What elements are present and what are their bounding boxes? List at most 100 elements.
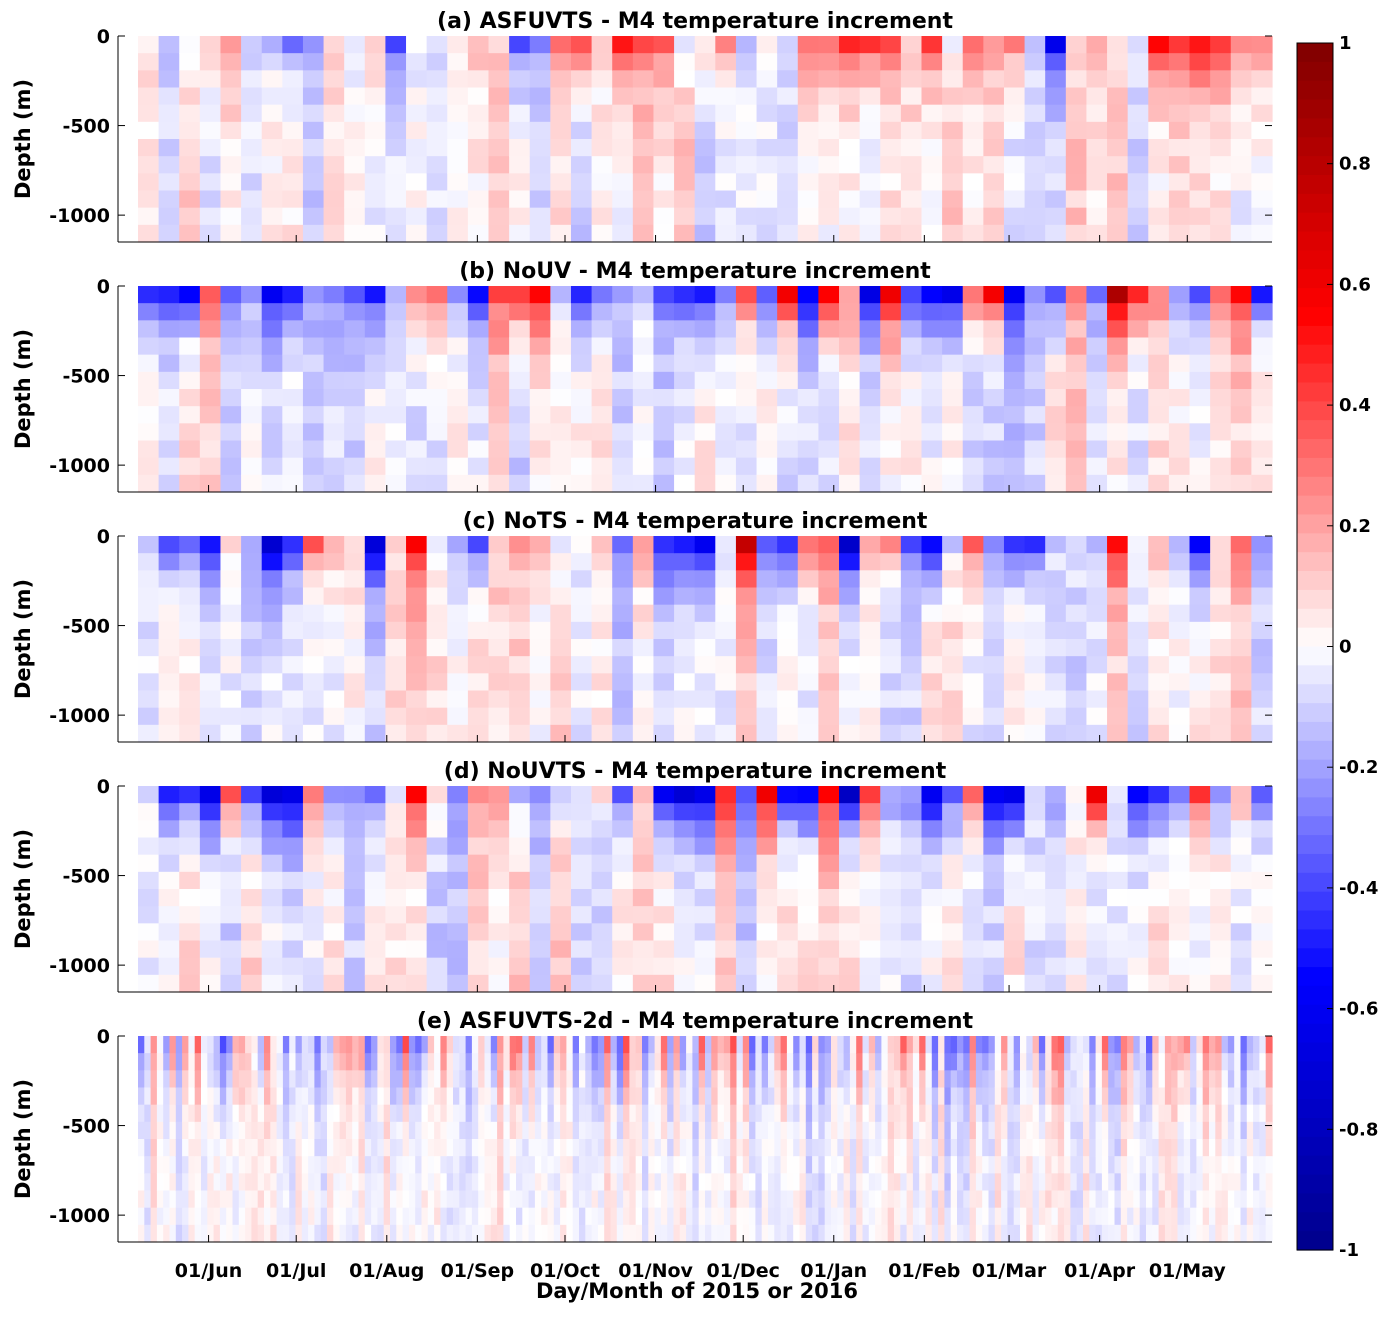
heatmap-cell: [900, 621, 923, 640]
heatmap-cell: [1215, 1036, 1223, 1054]
heatmap-cell: [1127, 337, 1149, 356]
heatmap-cell: [756, 837, 778, 856]
heatmap-cell: [1127, 1070, 1134, 1089]
heatmap-cell: [694, 957, 716, 976]
heatmap-cell: [406, 690, 428, 709]
heatmap-cell: [797, 940, 819, 959]
heatmap-cell: [742, 1053, 750, 1071]
heatmap-cell: [1120, 1173, 1128, 1192]
heatmap-cell: [1177, 1139, 1185, 1157]
y-tick-label: 0: [97, 526, 110, 548]
heatmap-cell: [880, 457, 902, 476]
heatmap-cell: [1251, 786, 1273, 804]
heatmap-cell: [686, 1207, 693, 1226]
heatmap-cell: [983, 803, 1005, 821]
heatmap-cell: [169, 1121, 177, 1140]
heatmap-cell: [749, 1224, 756, 1243]
heatmap-cell: [1003, 474, 1026, 493]
heatmap-cell: [406, 121, 428, 140]
heatmap-cell: [856, 1070, 864, 1089]
heatmap-cell: [1215, 1087, 1223, 1106]
heatmap-cell: [144, 1224, 152, 1243]
heatmap-cell: [616, 1190, 624, 1209]
heatmap-cell: [1003, 70, 1026, 89]
heatmap-cell: [179, 286, 201, 304]
heatmap-cell: [1065, 36, 1088, 54]
heatmap-cell: [471, 1087, 479, 1106]
heatmap-cell: [465, 1190, 473, 1209]
heatmap-cell: [1139, 1036, 1147, 1054]
heatmap-cell: [385, 337, 407, 356]
heatmap-cell: [1107, 371, 1129, 390]
panel-1: (a) ASFUVTS - M4 temperature increment0-…: [11, 9, 1273, 243]
heatmap-cell: [199, 536, 222, 554]
heatmap-cell: [261, 474, 283, 493]
heatmap-cell: [1139, 1087, 1147, 1106]
heatmap-cell: [862, 1156, 870, 1174]
heatmap-cell: [1168, 87, 1191, 106]
heatmap-cell: [1003, 440, 1026, 459]
heatmap-cell: [1265, 1104, 1273, 1123]
heatmap-cell: [421, 1104, 429, 1123]
heatmap-cell: [1127, 70, 1149, 89]
heatmap-cell: [158, 389, 180, 407]
heatmap-cell: [1045, 104, 1067, 123]
heatmap-cell: [261, 224, 283, 243]
heatmap-cell: [921, 707, 943, 726]
heatmap-cell: [950, 1156, 958, 1174]
heatmap-cell: [406, 553, 428, 571]
heatmap-cell: [138, 820, 160, 839]
heatmap-cell: [529, 570, 551, 589]
heatmap-cell: [839, 974, 861, 993]
heatmap-cell: [674, 406, 696, 424]
heatmap-cell: [818, 587, 840, 606]
shared-x-axis: Day/Month of 2015 or 2016: [536, 1279, 858, 1303]
heatmap-cell: [674, 320, 696, 339]
heatmap-cell: [364, 923, 387, 942]
heatmap-cell: [912, 1121, 920, 1140]
heatmap-cell: [694, 854, 716, 873]
heatmap-cell: [1107, 656, 1129, 674]
y-tick-label: -500: [62, 616, 110, 638]
heatmap-cell: [881, 1190, 889, 1209]
heatmap-cell: [982, 1173, 990, 1192]
heatmap-cell: [402, 1104, 410, 1123]
heatmap-cell: [868, 1104, 876, 1123]
heatmap-cell: [522, 1173, 530, 1192]
heatmap-cell: [736, 1207, 744, 1226]
heatmap-cell: [1148, 389, 1170, 407]
heatmap-cell: [1221, 1053, 1229, 1071]
heatmap-cell: [301, 1087, 309, 1106]
heatmap-cell: [408, 1224, 416, 1243]
heatmap-cell: [261, 286, 283, 304]
heatmap-cell: [529, 320, 551, 339]
heatmap-cell: [377, 1104, 385, 1123]
heatmap-cell: [859, 837, 881, 856]
heatmap-cell: [983, 724, 1005, 743]
heatmap-cell: [1230, 724, 1252, 743]
heatmap-cell: [591, 389, 613, 407]
heatmap-cell: [1086, 389, 1108, 407]
heatmap-cell: [302, 371, 325, 390]
heatmap-cell: [358, 1207, 366, 1226]
heatmap-cell: [426, 440, 448, 459]
heatmap-cell: [756, 604, 778, 623]
heatmap-cell: [364, 474, 387, 493]
heatmap-cell: [717, 1139, 725, 1157]
heatmap-cell: [925, 1156, 933, 1174]
heatmap-cell: [715, 536, 737, 554]
heatmap-cell: [426, 889, 448, 907]
heatmap-cell: [1045, 871, 1067, 890]
heatmap-cell: [780, 1053, 788, 1071]
heatmap-cell: [440, 1036, 448, 1054]
heatmap-cell: [963, 1104, 971, 1123]
heatmap-cell: [447, 121, 469, 140]
heatmap-cell: [150, 1070, 158, 1089]
heatmap-cell: [824, 1053, 832, 1071]
heatmap-cell: [942, 139, 964, 157]
heatmap-cell: [612, 837, 634, 856]
heatmap-cell: [723, 1104, 731, 1123]
heatmap-cell: [723, 1156, 731, 1174]
heatmap-cell: [1086, 803, 1108, 821]
heatmap-cell: [570, 570, 593, 589]
